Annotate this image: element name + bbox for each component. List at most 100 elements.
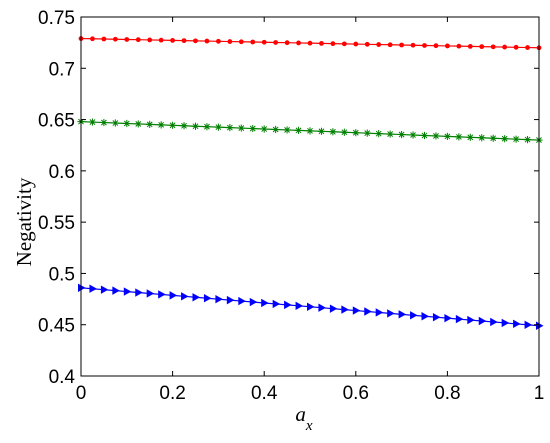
x-tick-label: 0.6 [343,383,369,404]
y-tick-label: 0.45 [38,316,75,337]
data-point [455,133,463,141]
data-point [410,311,418,320]
data-point [386,130,394,138]
data-point [409,131,417,139]
data-point [467,315,475,325]
data-point [157,121,165,129]
data-point [261,39,267,45]
data-point [181,292,189,301]
data-point [123,287,132,296]
data-point [170,37,176,43]
y-tick-label: 0.75 [38,8,75,29]
data-point [445,43,450,49]
data-point [330,41,336,47]
data-point [307,40,313,46]
x-tick-label: 0 [76,383,87,404]
data-point [215,294,223,304]
data-point [387,42,393,48]
data-point [261,298,269,308]
data-point [169,291,178,300]
data-point [123,119,131,128]
data-point [89,284,97,293]
data-point [214,123,222,131]
data-point [340,128,348,136]
data-point [363,129,371,137]
y-tick-label: 0.55 [38,213,75,234]
x-tick-label: 0.4 [251,383,278,404]
data-point [512,135,520,143]
plot-area [77,36,544,330]
y-tick-label: 0.65 [38,111,75,132]
data-point [260,125,268,133]
axes-box [80,16,540,377]
data-point [250,39,256,45]
data-point [455,314,464,324]
data-point [364,41,370,47]
data-point [513,44,519,50]
data-point [353,41,359,47]
data-point [317,127,326,135]
data-point [444,313,452,323]
data-point [181,38,187,44]
data-point [421,312,429,321]
y-tick-label: 0.7 [49,59,75,80]
data-point [456,43,462,49]
data-point [284,40,290,46]
data-point [78,283,86,292]
data-point [319,40,324,46]
data-point [216,38,221,44]
data-point [525,45,530,50]
data-point [296,40,301,46]
data-point [294,126,303,134]
data-point [272,125,280,134]
data-point [502,44,508,50]
data-point [432,132,440,140]
data-point [398,130,406,139]
y-tick-label: 0.5 [49,264,75,285]
series-3 [78,283,544,330]
series-2 [77,118,543,144]
data-point [249,297,258,307]
data-point [193,38,198,44]
data-point [226,295,235,305]
data-point [158,290,166,299]
data-point [432,313,441,322]
data-point [420,131,429,140]
x-axis-label-main: a [295,402,306,426]
data-point [398,310,407,319]
x-tick-label: 0.8 [434,383,460,404]
data-point [523,136,532,144]
data-point [433,43,439,49]
data-point [443,132,451,140]
data-point [467,43,473,49]
x-axis-label: ax [295,402,313,434]
data-point [352,129,360,137]
data-point [192,293,200,302]
data-point [249,124,257,133]
data-point [536,321,544,330]
data-point [479,44,485,50]
data-point [238,39,244,45]
x-tick-label: 1 [534,383,545,404]
data-point [490,317,498,327]
data-point [112,286,120,295]
data-point [237,124,245,132]
data-point [88,118,97,126]
data-point [329,304,338,313]
data-point [306,127,314,135]
y-axis-label: Negativity [12,177,36,266]
data-point [180,122,188,130]
data-point [100,285,109,294]
data-point [422,43,427,48]
data-point [124,37,130,42]
data-point [101,36,107,42]
data-point [478,134,486,142]
data-point [135,288,143,297]
data-point [111,119,119,127]
data-point [364,307,372,316]
data-point [204,38,210,44]
data-point [376,42,382,47]
y-tick-label: 0.6 [49,162,75,183]
data-point [387,309,395,318]
